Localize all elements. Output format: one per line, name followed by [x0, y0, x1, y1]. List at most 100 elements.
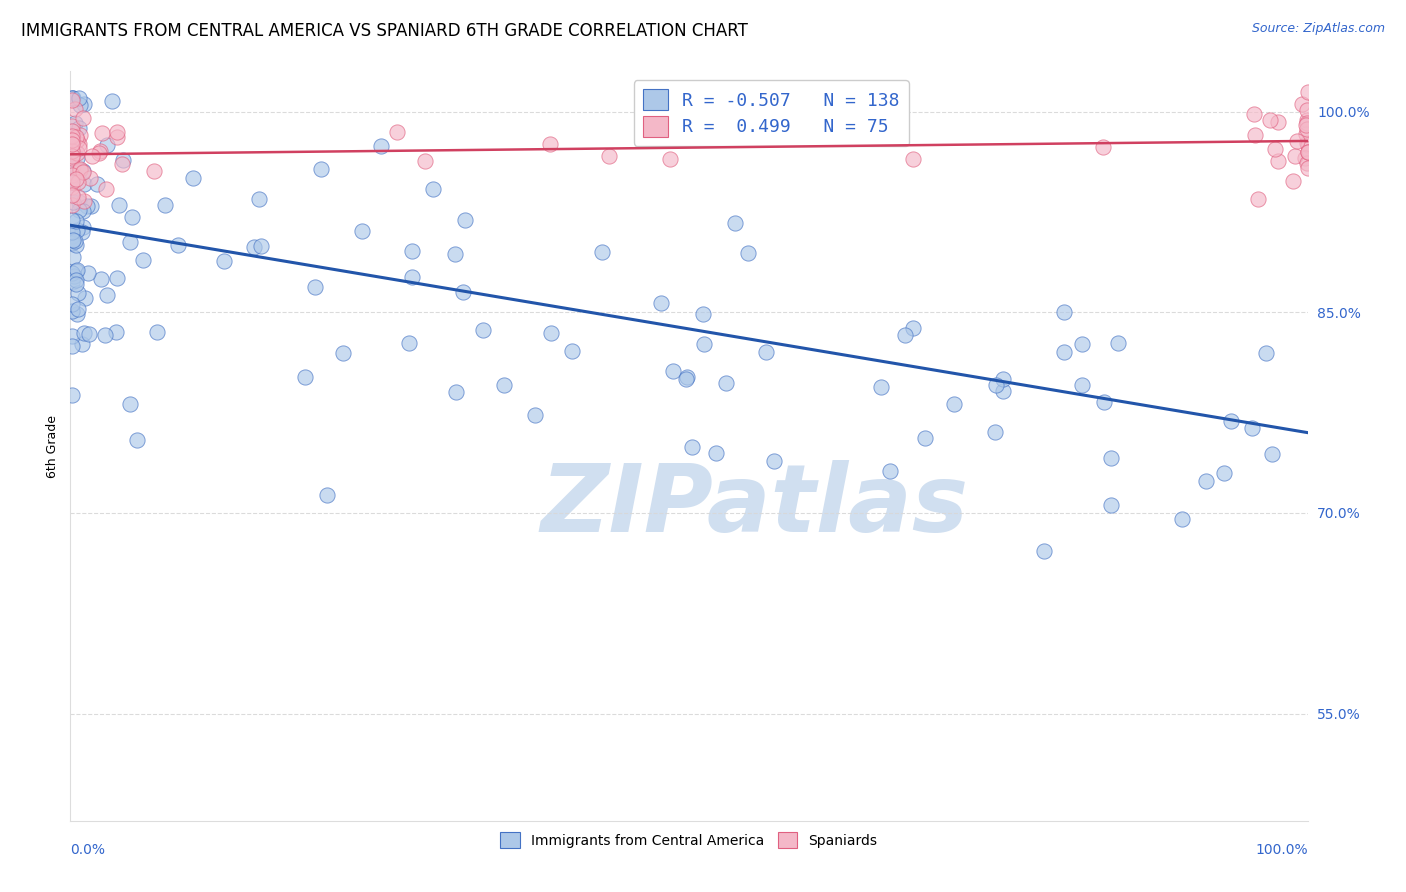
Point	[247, 192, 270, 206]
Point	[1296, 145, 1319, 159]
Point	[1243, 107, 1265, 121]
Point	[681, 440, 703, 454]
Point	[62, 234, 84, 248]
Point	[662, 364, 685, 378]
Point	[692, 337, 714, 351]
Point	[60, 168, 83, 182]
Point	[60, 124, 83, 138]
Point	[60, 136, 83, 151]
Point	[65, 172, 87, 186]
Point	[69, 161, 91, 176]
Point	[398, 336, 420, 351]
Point	[763, 454, 786, 468]
Point	[94, 182, 117, 196]
Point	[716, 129, 738, 144]
Point	[65, 277, 87, 291]
Point	[69, 97, 91, 112]
Point	[60, 161, 83, 176]
Point	[1032, 544, 1054, 558]
Point	[984, 425, 1007, 439]
Point	[60, 123, 83, 137]
Point	[66, 307, 89, 321]
Point	[1171, 512, 1194, 526]
Point	[60, 328, 83, 343]
Point	[401, 244, 423, 258]
Point	[60, 128, 83, 143]
Point	[1291, 96, 1313, 111]
Point	[1296, 137, 1319, 152]
Point	[1296, 136, 1319, 151]
Point	[250, 238, 273, 252]
Point	[60, 213, 83, 227]
Point	[60, 119, 83, 133]
Point	[991, 384, 1014, 398]
Point	[675, 370, 697, 384]
Point	[65, 273, 87, 287]
Point	[1261, 447, 1284, 461]
Point	[60, 143, 83, 157]
Point	[1296, 156, 1319, 170]
Point	[60, 133, 83, 147]
Point	[60, 275, 83, 289]
Point	[75, 291, 97, 305]
Point	[1267, 154, 1289, 169]
Point	[94, 328, 117, 343]
Point	[755, 344, 778, 359]
Point	[96, 138, 118, 153]
Point	[1241, 421, 1264, 435]
Point	[60, 149, 83, 163]
Point	[62, 231, 84, 245]
Point	[60, 225, 83, 239]
Point	[60, 198, 83, 212]
Point	[60, 339, 83, 353]
Point	[67, 120, 90, 135]
Point	[65, 263, 87, 277]
Point	[72, 219, 94, 234]
Point	[87, 146, 110, 161]
Point	[1267, 115, 1289, 129]
Point	[63, 116, 86, 130]
Point	[1092, 395, 1115, 409]
Point	[105, 126, 128, 140]
Point	[413, 154, 436, 169]
Point	[60, 297, 83, 311]
Point	[72, 163, 94, 178]
Point	[69, 128, 91, 142]
Point	[60, 174, 83, 188]
Point	[167, 237, 190, 252]
Point	[62, 159, 84, 173]
Point	[659, 152, 682, 166]
Point	[675, 371, 697, 385]
Point	[1243, 128, 1265, 143]
Point	[181, 170, 204, 185]
Point	[1213, 466, 1236, 480]
Point	[538, 136, 561, 151]
Point	[1295, 118, 1317, 132]
Point	[104, 325, 127, 339]
Point	[1296, 113, 1319, 128]
Point	[66, 302, 89, 317]
Point	[121, 210, 143, 224]
Point	[991, 372, 1014, 386]
Point	[62, 91, 84, 105]
Point	[1284, 149, 1306, 163]
Point	[90, 271, 112, 285]
Point	[146, 325, 169, 339]
Point	[1053, 305, 1076, 319]
Point	[451, 285, 474, 299]
Point	[370, 139, 392, 153]
Point	[598, 149, 620, 163]
Point	[723, 216, 745, 230]
Point	[492, 378, 515, 392]
Point	[1247, 192, 1270, 206]
Point	[60, 94, 83, 108]
Point	[89, 145, 111, 159]
Point	[60, 91, 83, 105]
Point	[1296, 85, 1319, 99]
Point	[212, 254, 235, 268]
Point	[1294, 151, 1316, 165]
Point	[352, 224, 374, 238]
Point	[737, 245, 759, 260]
Point	[80, 148, 103, 162]
Point	[472, 323, 495, 337]
